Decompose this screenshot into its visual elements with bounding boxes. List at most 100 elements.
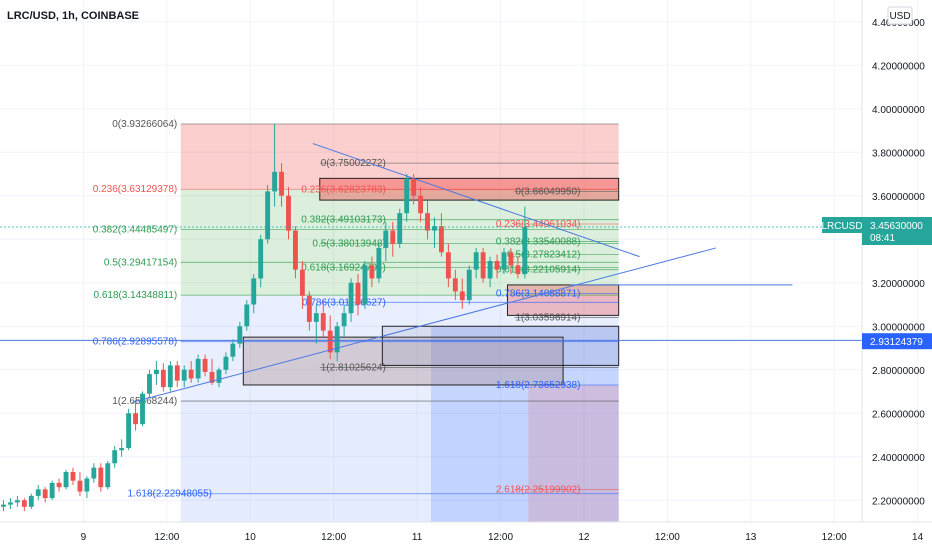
y-tick-label: 4.20000000: [872, 61, 925, 72]
x-tick-label: 12:00: [488, 532, 513, 543]
y-tick-label: 3.80000000: [872, 148, 925, 159]
fib-label: 1.618(2.73652938): [496, 380, 581, 391]
y-tick-label: 3.00000000: [872, 322, 925, 333]
x-tick-label: 9: [81, 532, 87, 543]
candle-body: [14, 500, 20, 503]
candle-body: [494, 261, 500, 270]
x-tick-label: 12:00: [655, 532, 680, 543]
candle-body: [7, 502, 13, 505]
y-tick-label: 2.20000000: [872, 496, 925, 507]
fib-label: 0.786(3.01136627): [302, 297, 386, 308]
candle-body: [369, 265, 375, 279]
candle-body: [195, 358, 201, 379]
candle-body: [209, 371, 215, 383]
candle-body: [21, 500, 27, 507]
fib-label: 0(3.66049950): [515, 186, 580, 197]
x-tick-label: 14: [912, 532, 924, 543]
candle-body: [320, 313, 326, 331]
candle-body: [126, 413, 132, 449]
fib-label: 1(2.81025624): [321, 363, 386, 374]
candle-body: [160, 369, 166, 388]
fib-label: 1.618(2.22948055): [127, 489, 212, 500]
fib-label: 0.382(3.33540088): [496, 236, 581, 247]
candle-body: [237, 326, 243, 344]
hline-price-label: 2.93124379: [870, 337, 923, 348]
candle-body: [56, 482, 62, 488]
y-tick-label: 4.00000000: [872, 105, 925, 116]
grid: [0, 0, 919, 522]
candle-body: [202, 358, 208, 372]
currency-label: USD: [889, 11, 910, 22]
candle-body: [348, 282, 354, 314]
fib-levels: 0(3.93266064) 0.236(3.63129378) 0.382(3.44…: [93, 119, 619, 500]
candle-body: [105, 463, 111, 488]
candle-body: [293, 230, 298, 270]
fib-label: 2.618(2.25199902): [496, 484, 581, 495]
candle-body: [355, 282, 361, 305]
candle-body: [244, 304, 250, 327]
candle-body: [438, 226, 444, 253]
fib-label: 0.236(3.62823783): [301, 185, 386, 196]
fib-label: 0.236(3.44061034): [496, 219, 581, 230]
candle-body: [522, 227, 528, 275]
fib-label: 0.382(3.49103173): [301, 215, 386, 226]
candle-body: [119, 448, 125, 451]
current-price-label: 3.45630000: [870, 221, 923, 232]
candle-body: [251, 278, 257, 305]
candle-body: [341, 313, 347, 327]
currency-button[interactable]: USD: [887, 6, 913, 25]
box-lower-a: [242, 336, 564, 386]
candle-body: [515, 265, 521, 275]
candle-body: [188, 369, 194, 379]
candle-body: [1, 504, 6, 507]
y-tick-label: 2.40000000: [872, 453, 925, 464]
candle-body: [411, 178, 417, 196]
fib-label: 0.786(3.14088871): [496, 289, 581, 300]
candle-body: [425, 213, 430, 231]
fib-label: 0.618(3.16924704): [301, 263, 386, 274]
candle-body: [404, 178, 410, 214]
x-tick-label: 11: [412, 532, 423, 543]
trendline: [131, 247, 717, 403]
candle-body: [418, 195, 424, 214]
x-tick-label: 10: [245, 532, 257, 543]
candle-body: [63, 471, 69, 488]
candle-body: [334, 326, 340, 353]
fib-label: 0.786(2.92895578): [93, 337, 178, 348]
fib-label: 0.618(3.14348811): [93, 290, 177, 301]
trendlines: [0, 143, 862, 403]
x-axis: 9 12:00 10 12:00 11 12:00 12 12:00 13 12:00 14: [81, 532, 924, 543]
trendline: [312, 143, 640, 258]
candle-body: [272, 171, 278, 192]
fib-label: 0(3.75002272): [321, 158, 386, 169]
candle-body: [98, 467, 104, 488]
candle-body: [181, 369, 187, 381]
zone-ext-blue: [180, 400, 619, 522]
candle-body: [140, 393, 145, 425]
candle-body: [279, 171, 284, 196]
candle-body: [265, 191, 271, 240]
y-tick-label: 2.80000000: [872, 366, 925, 377]
candle-body: [487, 261, 493, 279]
candle-body: [445, 252, 451, 279]
candle-body: [230, 343, 236, 357]
candle-body: [216, 369, 222, 383]
candle-body: [167, 365, 173, 388]
rect-boxes: [242, 177, 620, 386]
candle-body: [452, 278, 458, 292]
candle-body: [77, 480, 83, 492]
fib-label: 0.5(3.27823412): [507, 249, 580, 260]
candle-body: [313, 313, 319, 322]
candle-body: [153, 369, 159, 375]
candle-body: [432, 226, 437, 231]
candle-body: [133, 413, 138, 425]
candle-body: [397, 213, 403, 244]
candle-body: [376, 247, 382, 279]
fib-label: 0(3.93266064): [112, 119, 177, 130]
zone-right-red: [528, 384, 619, 522]
candle-body: [299, 269, 305, 296]
symbol-title: LRC/USD, 1h, COINBASE: [7, 10, 139, 22]
